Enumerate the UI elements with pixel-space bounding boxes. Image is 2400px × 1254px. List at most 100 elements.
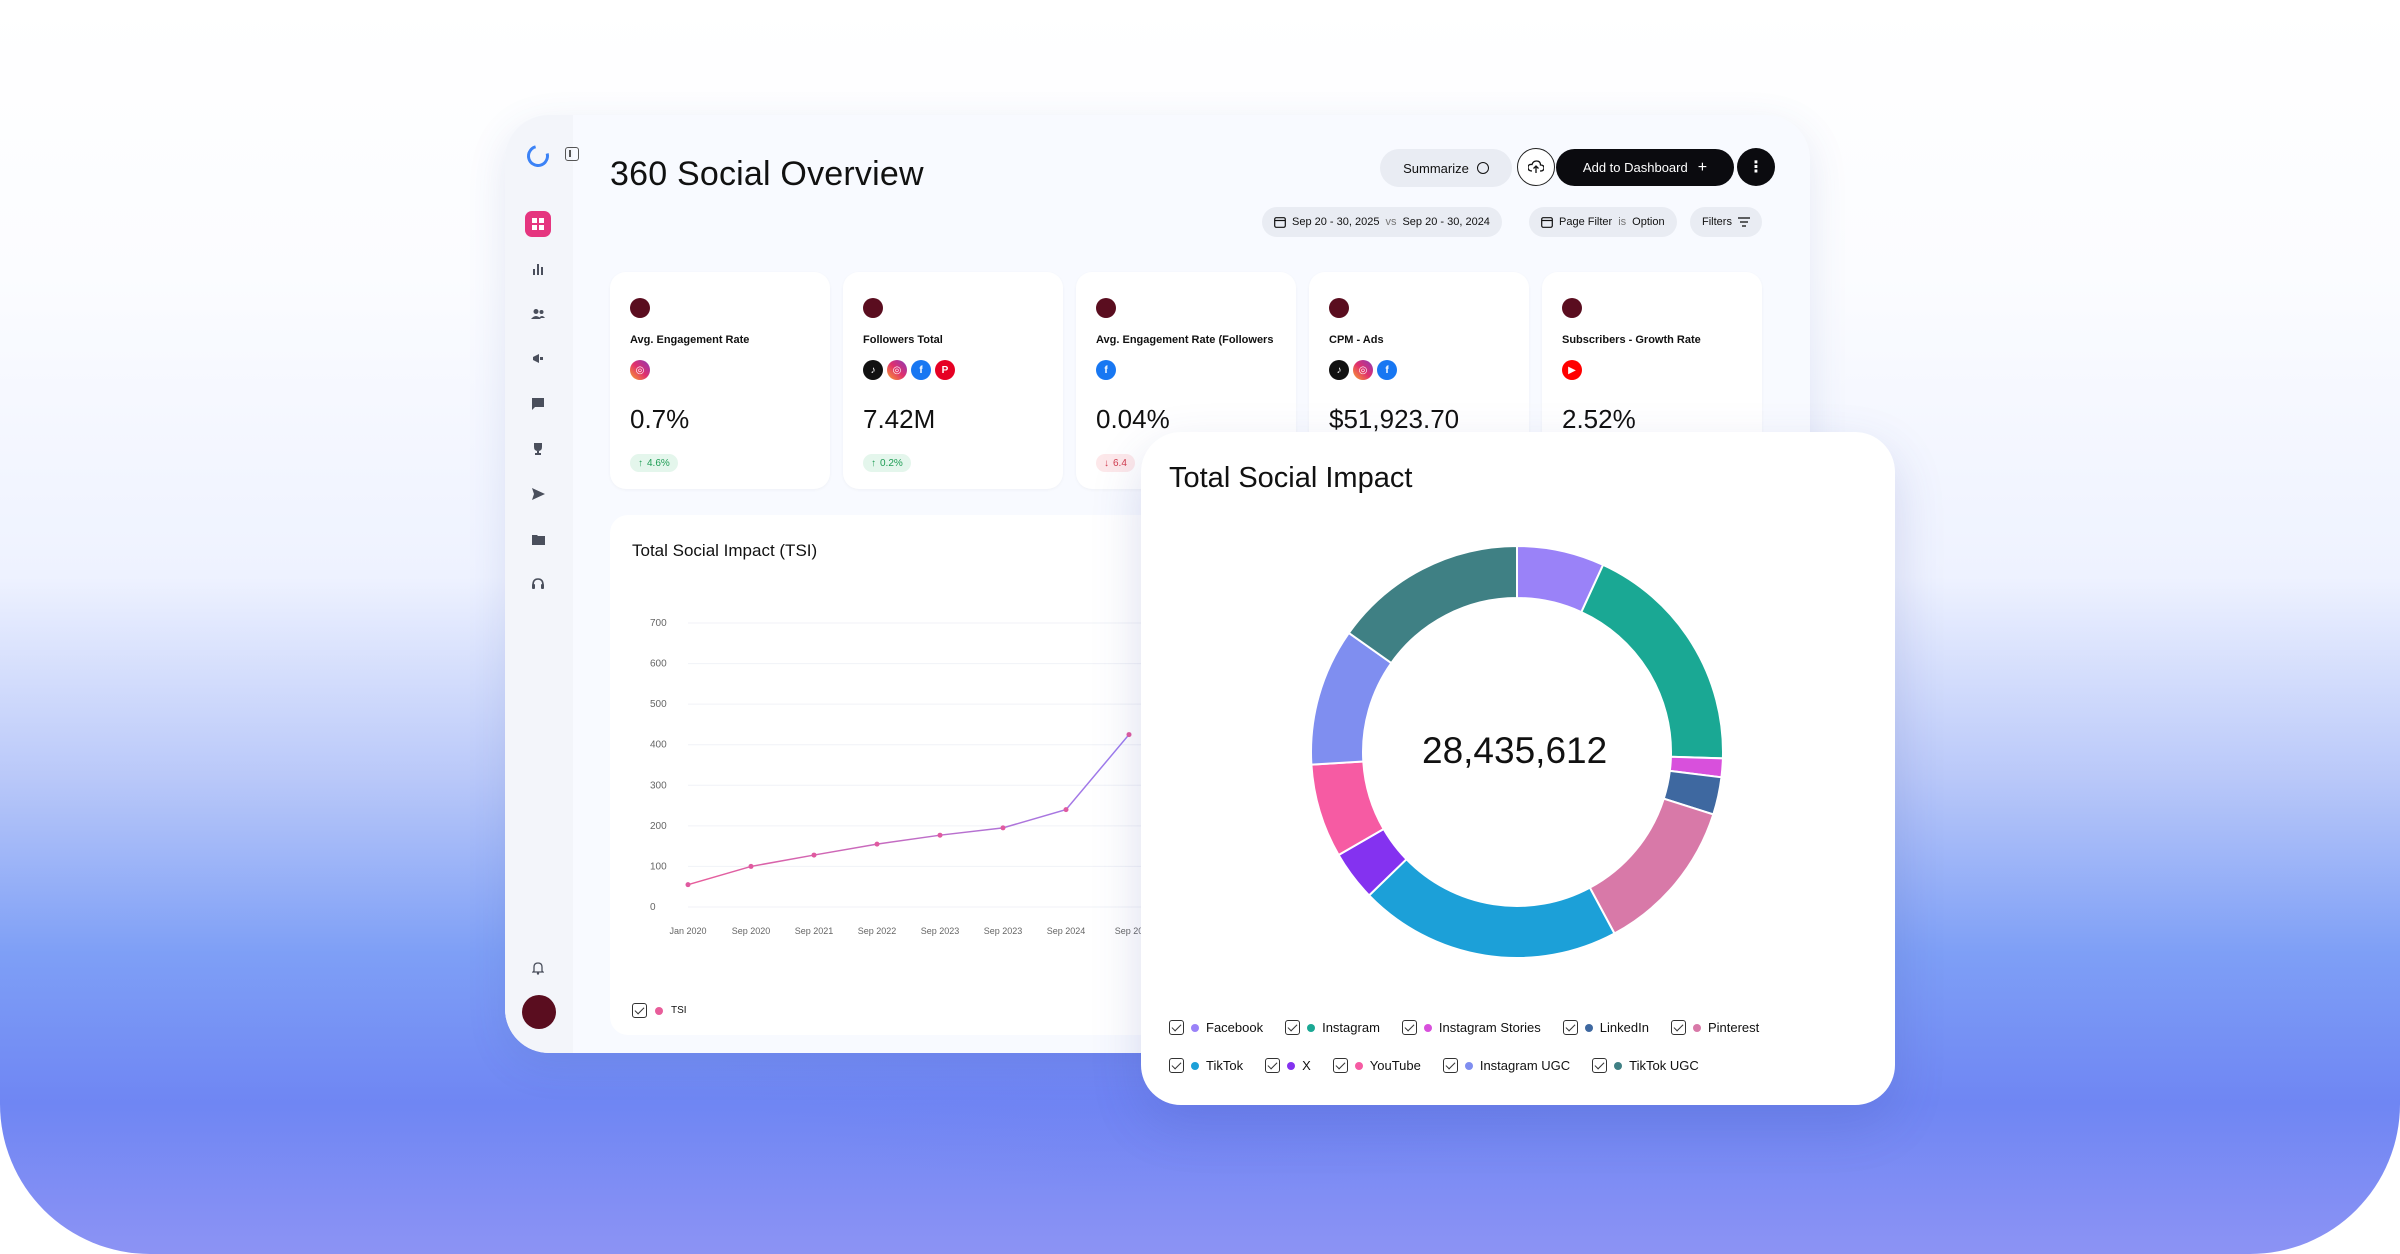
x-tick-label: Sep 2020 — [732, 926, 771, 936]
donut-slice-tiktok-ugc[interactable] — [1347, 544, 1518, 665]
facebook-icon: f — [1377, 360, 1397, 380]
legend-item-linkedin[interactable]: LinkedIn — [1562, 1020, 1649, 1035]
tsi-series-line — [687, 734, 1130, 886]
y-tick-label: 100 — [650, 861, 667, 872]
instagram-icon: ◎ — [1353, 360, 1373, 380]
arrow-up-icon: ↑ — [638, 457, 643, 469]
metric-delta-value: 0.2% — [880, 457, 903, 469]
youtube-icon: ▶ — [1562, 360, 1582, 380]
add-to-dashboard-button[interactable]: Add to Dashboard + — [1556, 149, 1734, 186]
metric-label: Followers Total — [863, 334, 943, 346]
people-icon[interactable] — [525, 301, 551, 327]
filters-label: Filters — [1702, 216, 1732, 228]
facebook-icon: f — [1096, 360, 1116, 380]
legend-item-pinterest[interactable]: Pinterest — [1670, 1020, 1760, 1035]
tsi-data-point[interactable] — [1063, 807, 1069, 813]
legend-color-dot — [1464, 1061, 1473, 1070]
legend-label: Instagram Stories — [1438, 1020, 1541, 1035]
legend-checkbox[interactable] — [1592, 1058, 1608, 1073]
calendar-icon — [1541, 217, 1553, 228]
plus-icon: + — [1697, 158, 1708, 176]
headset-icon[interactable] — [525, 571, 551, 597]
platform-icons: ▶ — [1562, 360, 1582, 380]
clock-icon — [1476, 162, 1489, 174]
page-title: 360 Social Overview — [610, 155, 924, 193]
analytics-icon[interactable] — [525, 256, 551, 282]
legend-checkbox[interactable] — [1562, 1020, 1578, 1035]
y-tick-label: 500 — [650, 699, 667, 710]
collapse-sidebar-icon[interactable] — [565, 147, 579, 161]
metric-label: CPM - Ads — [1329, 334, 1384, 346]
tsi-chart-title: Total Social Impact (TSI) — [632, 541, 818, 560]
brand-logo-icon — [630, 298, 650, 318]
instagram-icon: ◎ — [630, 360, 650, 380]
metric-card[interactable]: Avg. Engagement Rate ◎ 0.7% ↑ 4.6% — [610, 272, 830, 489]
tsi-data-point[interactable] — [748, 863, 754, 869]
message-icon[interactable] — [525, 391, 551, 417]
instagram-icon: ◎ — [887, 360, 907, 380]
impact-donut-chart — [1310, 544, 1724, 959]
tsi-data-point[interactable] — [874, 841, 880, 847]
metric-value: $51,923.70 — [1329, 404, 1460, 434]
page-filter-chip[interactable]: Page Filter is Option — [1529, 207, 1677, 237]
legend-checkbox[interactable] — [1169, 1058, 1184, 1073]
legend-checkbox[interactable] — [1285, 1020, 1301, 1035]
legend-checkbox[interactable] — [1169, 1020, 1184, 1035]
metric-value: 0.04% — [1096, 404, 1170, 434]
tsi-data-point[interactable] — [811, 852, 817, 858]
legend-checkbox[interactable] — [1401, 1020, 1417, 1035]
legend-checkbox[interactable] — [1265, 1058, 1281, 1073]
legend-color-dot — [1191, 1023, 1199, 1032]
send-icon[interactable] — [525, 481, 551, 507]
legend-item-x[interactable]: X — [1265, 1058, 1311, 1073]
user-avatar[interactable] — [522, 995, 556, 1029]
y-tick-label: 600 — [650, 659, 667, 670]
brand-logo-icon — [1096, 298, 1116, 318]
x-tick-label: Sep 2023 — [921, 926, 960, 936]
legend-color-dot — [1191, 1061, 1199, 1070]
legend-label: Instagram UGC — [1479, 1058, 1571, 1073]
tsi-data-point[interactable] — [1000, 825, 1006, 831]
legend-item-tiktok[interactable]: TikTok — [1169, 1058, 1243, 1073]
x-tick-label: Sep 2024 — [1047, 926, 1086, 936]
legend-label: Instagram — [1322, 1020, 1380, 1035]
legend-item-tiktok-ugc[interactable]: TikTok UGC — [1592, 1058, 1699, 1073]
tsi-data-point[interactable] — [685, 882, 691, 888]
legend-label: YouTube — [1369, 1058, 1421, 1073]
legend-item-youtube[interactable]: YouTube — [1332, 1058, 1421, 1073]
notification-bell-icon[interactable] — [525, 955, 551, 981]
filters-button[interactable]: Filters — [1690, 207, 1762, 237]
tsi-data-point[interactable] — [1126, 732, 1132, 738]
legend-item-facebook[interactable]: Facebook — [1169, 1020, 1263, 1035]
tsi-legend-dot — [655, 1006, 663, 1015]
total-social-impact-card: Total Social Impact 28,435,612 Facebook I… — [1141, 432, 1895, 1105]
donut-slice-tiktok[interactable] — [1367, 857, 1616, 959]
folder-icon[interactable] — [525, 526, 551, 552]
summarize-button[interactable]: Summarize — [1380, 149, 1512, 187]
dashboard-icon[interactable] — [525, 211, 551, 237]
legend-label: Pinterest — [1707, 1020, 1760, 1035]
upload-cloud-icon[interactable] — [1517, 148, 1555, 186]
metric-delta-badge: ↑ 4.6% — [630, 454, 678, 472]
megaphone-icon[interactable] — [525, 346, 551, 372]
legend-item-instagram-stories[interactable]: Instagram Stories — [1401, 1020, 1541, 1035]
donut-slice-pinterest[interactable] — [1588, 797, 1715, 935]
page-filter-value: Option — [1632, 216, 1665, 228]
more-options-icon[interactable]: ⋮ — [1737, 148, 1775, 186]
y-tick-label: 0 — [650, 902, 656, 913]
tsi-legend-checkbox[interactable] — [632, 1003, 647, 1018]
tsi-data-point[interactable] — [937, 832, 943, 838]
y-tick-label: 200 — [650, 821, 667, 832]
summarize-label: Summarize — [1403, 160, 1469, 176]
legend-item-instagram-ugc[interactable]: Instagram UGC — [1442, 1058, 1571, 1073]
metric-card[interactable]: Followers Total ♪ ◎ f P 7.42M ↑ 0.2% — [843, 272, 1063, 489]
legend-color-dot — [1307, 1023, 1316, 1032]
date-range-filter[interactable]: Sep 20 - 30, 2025 vs Sep 20 - 30, 2024 — [1262, 207, 1502, 237]
legend-item-instagram[interactable]: Instagram — [1285, 1020, 1380, 1035]
legend-checkbox[interactable] — [1442, 1058, 1458, 1073]
legend-checkbox[interactable] — [1670, 1020, 1686, 1035]
app-logo-icon[interactable] — [522, 140, 554, 172]
trophy-icon[interactable] — [525, 436, 551, 462]
legend-checkbox[interactable] — [1332, 1058, 1348, 1073]
x-tick-label: Sep 2023 — [984, 926, 1023, 936]
